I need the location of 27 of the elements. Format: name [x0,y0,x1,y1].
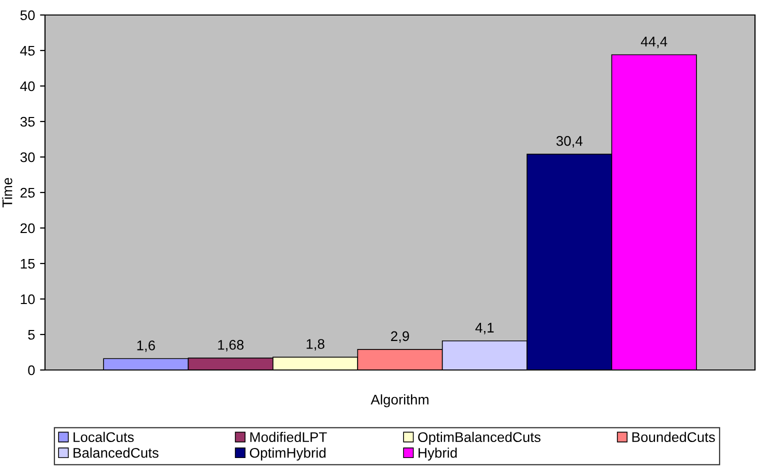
y-tick-label: 5 [28,330,35,340]
y-axis-title: Time [2,178,12,208]
legend-label: Hybrid [418,448,457,461]
data-label: 1,6 [137,340,155,352]
y-tick-label: 30 [20,152,35,162]
y-tick-label: 15 [20,258,35,269]
data-label: 4,1 [475,322,494,334]
legend-label: BoundedCuts [632,432,715,442]
data-label: 30,4 [556,136,582,148]
y-tick-label: 35 [20,116,35,127]
data-label: 1,8 [306,339,324,351]
legend-label: BalancedCuts [74,448,158,458]
y-tick-label: 40 [20,81,35,92]
x-axis-title: Algorithm [370,394,428,408]
legend-label: LocalCuts [74,432,134,442]
y-tick-label: 0 [28,365,35,376]
legend-label: OptimHybrid [250,448,326,461]
y-tick-label: 50 [20,10,35,20]
y-tick-label: 20 [20,223,35,234]
data-label: 1,68 [218,340,244,352]
data-label: 2,9 [391,331,409,343]
y-tick-label: 10 [20,294,35,304]
legend-label: ModifiedLPT [250,432,327,442]
y-tick-label: 25 [20,188,35,198]
y-tick-label: 45 [20,46,35,56]
data-label: 44,4 [640,36,668,48]
legend-label: OptimBalancedCuts [418,432,540,445]
